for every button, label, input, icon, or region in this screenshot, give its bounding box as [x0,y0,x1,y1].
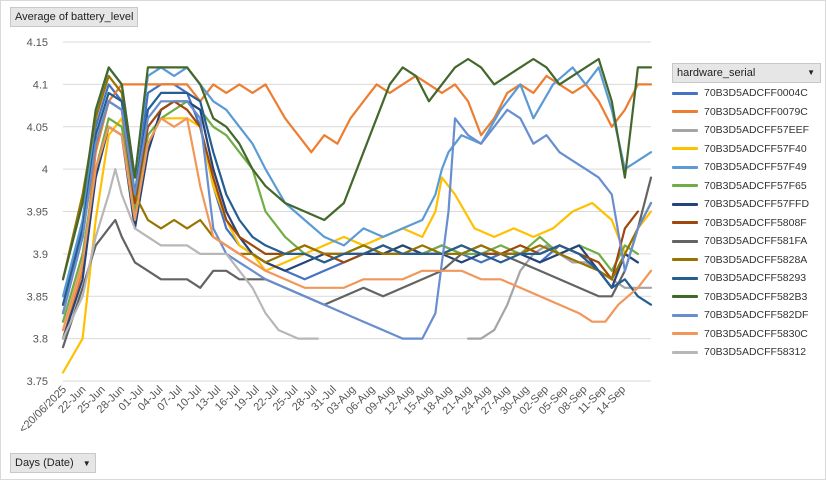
measure-field-button[interactable]: Average of battery_level [10,7,139,27]
legend-item: 70B3D5ADCFF5830C [672,325,822,344]
legend-label: 70B3D5ADCFF57FFD [704,198,810,211]
y-tick-label: 3.9 [33,249,48,261]
legend-item: 70B3D5ADCFF0004C [672,84,822,103]
legend-label: 70B3D5ADCFF57F49 [704,161,807,174]
legend-label: 70B3D5ADCFF582B3 [704,290,808,303]
legend-swatch [672,184,698,188]
y-axis-ticks: 3.75 3.8 3.85 3.9 3.95 4 4.05 4.1 4.15 [27,37,48,388]
legend-swatch [672,350,698,354]
legend-label: 70B3D5ADCFF5828A [704,253,808,266]
legend-item: 70B3D5ADCFF5808F [672,214,822,233]
legend-label: 70B3D5ADCFF57F40 [704,142,807,155]
legend-label: 70B3D5ADCFF57F65 [704,179,807,192]
legend-label: 70B3D5ADCFF581FA [704,235,808,248]
y-tick-label: 3.75 [27,376,48,388]
legend-field-button[interactable]: hardware_serial ▼ [672,63,821,83]
legend-item: 70B3D5ADCFF58293 [672,269,822,288]
series-line [61,168,319,340]
y-tick-label: 3.8 [33,334,48,346]
y-tick-label: 4.15 [27,37,48,49]
legend-label: 70B3D5ADCFF0004C [704,87,808,100]
series-line [61,83,639,315]
y-tick-label: 4.1 [33,79,48,91]
legend-label: 70B3D5ADCFF0079C [704,105,808,118]
legend-label: 70B3D5ADCFF58293 [704,272,807,285]
legend-label: 70B3D5ADCFF58312 [704,346,807,359]
measure-field-label: Average of battery_level [15,11,134,23]
legend-swatch [672,147,698,151]
legend-swatch [672,295,698,299]
legend-swatch [672,110,698,114]
series-line [61,57,653,281]
legend-item: 70B3D5ADCFF582B3 [672,288,822,307]
dropdown-arrow-icon: ▼ [807,68,815,77]
series-line [61,176,653,349]
legend-swatch [672,91,698,95]
series-line [61,66,653,298]
legend-swatch [672,313,698,317]
legend-swatch [672,276,698,280]
series-line [61,100,653,340]
y-tick-label: 4 [42,164,48,176]
series-line [61,117,653,332]
dropdown-arrow-icon: ▼ [82,459,91,468]
legend-label: 70B3D5ADCFF5830C [704,327,808,340]
legend-item: 70B3D5ADCFF57F49 [672,158,822,177]
legend-label: 70B3D5ADCFF582DF [704,309,809,322]
legend-field-label: hardware_serial [677,67,756,79]
legend-label: 70B3D5ADCFF5808F [704,216,807,229]
legend-label: 70B3D5ADCFF57EEF [704,124,810,137]
legend-item: 70B3D5ADCFF582DF [672,306,822,325]
legend-item: 70B3D5ADCFF5828A [672,251,822,270]
legend-item: 70B3D5ADCFF57EEF [672,121,822,140]
gridlines [63,41,651,382]
y-tick-label: 4.05 [27,122,48,134]
legend-item: 70B3D5ADCFF0079C [672,103,822,122]
axis-field-label: Days (Date) [15,457,74,469]
chart-legend: 70B3D5ADCFF0004C 70B3D5ADCFF0079C 70B3D5AD… [672,84,822,362]
legend-item: 70B3D5ADCFF57F65 [672,177,822,196]
legend-swatch [672,258,698,262]
series-lines [61,57,653,374]
series-line [61,117,653,374]
legend-item: 70B3D5ADCFF57F40 [672,140,822,159]
legend-swatch [672,128,698,132]
legend-swatch [672,239,698,243]
legend-swatch [672,221,698,225]
x-axis-ticks: <20/06/202522-Jun25-Jun28-Jun01-Jul04-Ju… [17,384,628,436]
legend-swatch [672,332,698,336]
axis-field-button[interactable]: Days (Date) ▼ [10,453,96,473]
legend-item: 70B3D5ADCFF58312 [672,343,822,362]
legend-item: 70B3D5ADCFF57FFD [672,195,822,214]
legend-item: 70B3D5ADCFF581FA [672,232,822,251]
y-tick-label: 3.95 [27,207,48,219]
series-line [61,74,653,281]
series-line [61,91,653,306]
y-tick-label: 3.85 [27,291,48,303]
legend-swatch [672,165,698,169]
legend-swatch [672,202,698,206]
